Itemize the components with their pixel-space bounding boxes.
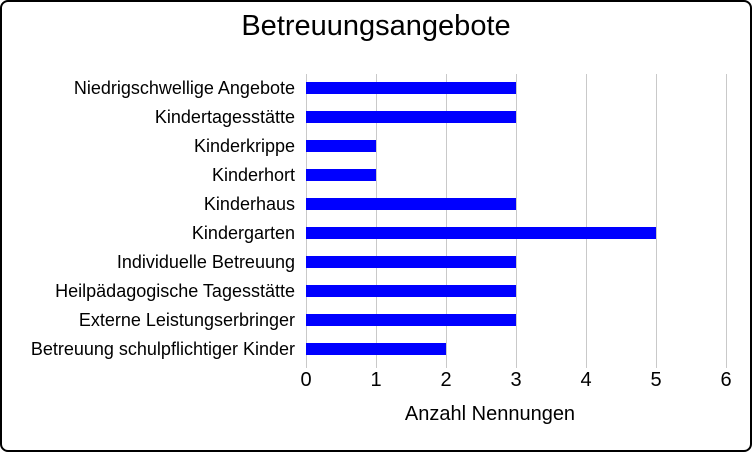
category-label: Externe Leistungserbringer (78, 309, 295, 330)
gridline (306, 74, 307, 368)
category-label: Niedrigschwellige Angebote (73, 78, 295, 99)
bar (306, 313, 516, 326)
bar (306, 140, 376, 153)
gridline (586, 74, 587, 368)
bar (306, 82, 516, 95)
x-tick-label: 6 (720, 369, 732, 391)
category-label: Kinderhort (211, 165, 295, 186)
gridline (656, 74, 657, 368)
gridline (376, 74, 377, 368)
category-label: Individuelle Betreuung (116, 251, 295, 272)
bar (306, 111, 516, 124)
x-tick-label: 5 (650, 369, 662, 391)
bar (306, 284, 516, 297)
x-axis-title: Anzahl Nennungen (404, 403, 576, 425)
x-tick-label: 4 (580, 369, 592, 391)
category-label: Heilpädagogische Tagesstätte (55, 280, 295, 301)
category-label: Kindertagesstätte (154, 107, 295, 128)
bar (306, 198, 516, 211)
category-label: Kinderkrippe (193, 136, 295, 157)
bar (306, 226, 656, 239)
x-tick-label: 2 (440, 369, 452, 391)
category-label: Kinderhaus (203, 194, 295, 215)
bar (306, 255, 516, 268)
bar (306, 342, 446, 355)
category-label: Betreuung schulpflichtiger Kinder (30, 338, 295, 359)
x-tick-label: 0 (300, 369, 312, 391)
x-tick-label: 1 (370, 369, 382, 391)
category-label: Kindergarten (191, 222, 295, 243)
x-tick-label: 3 (510, 369, 522, 391)
gridline (516, 74, 517, 368)
gridline (446, 74, 447, 368)
bar (306, 169, 376, 182)
gridline (726, 74, 727, 368)
chart-title: Betreuungsangebote (241, 10, 511, 42)
